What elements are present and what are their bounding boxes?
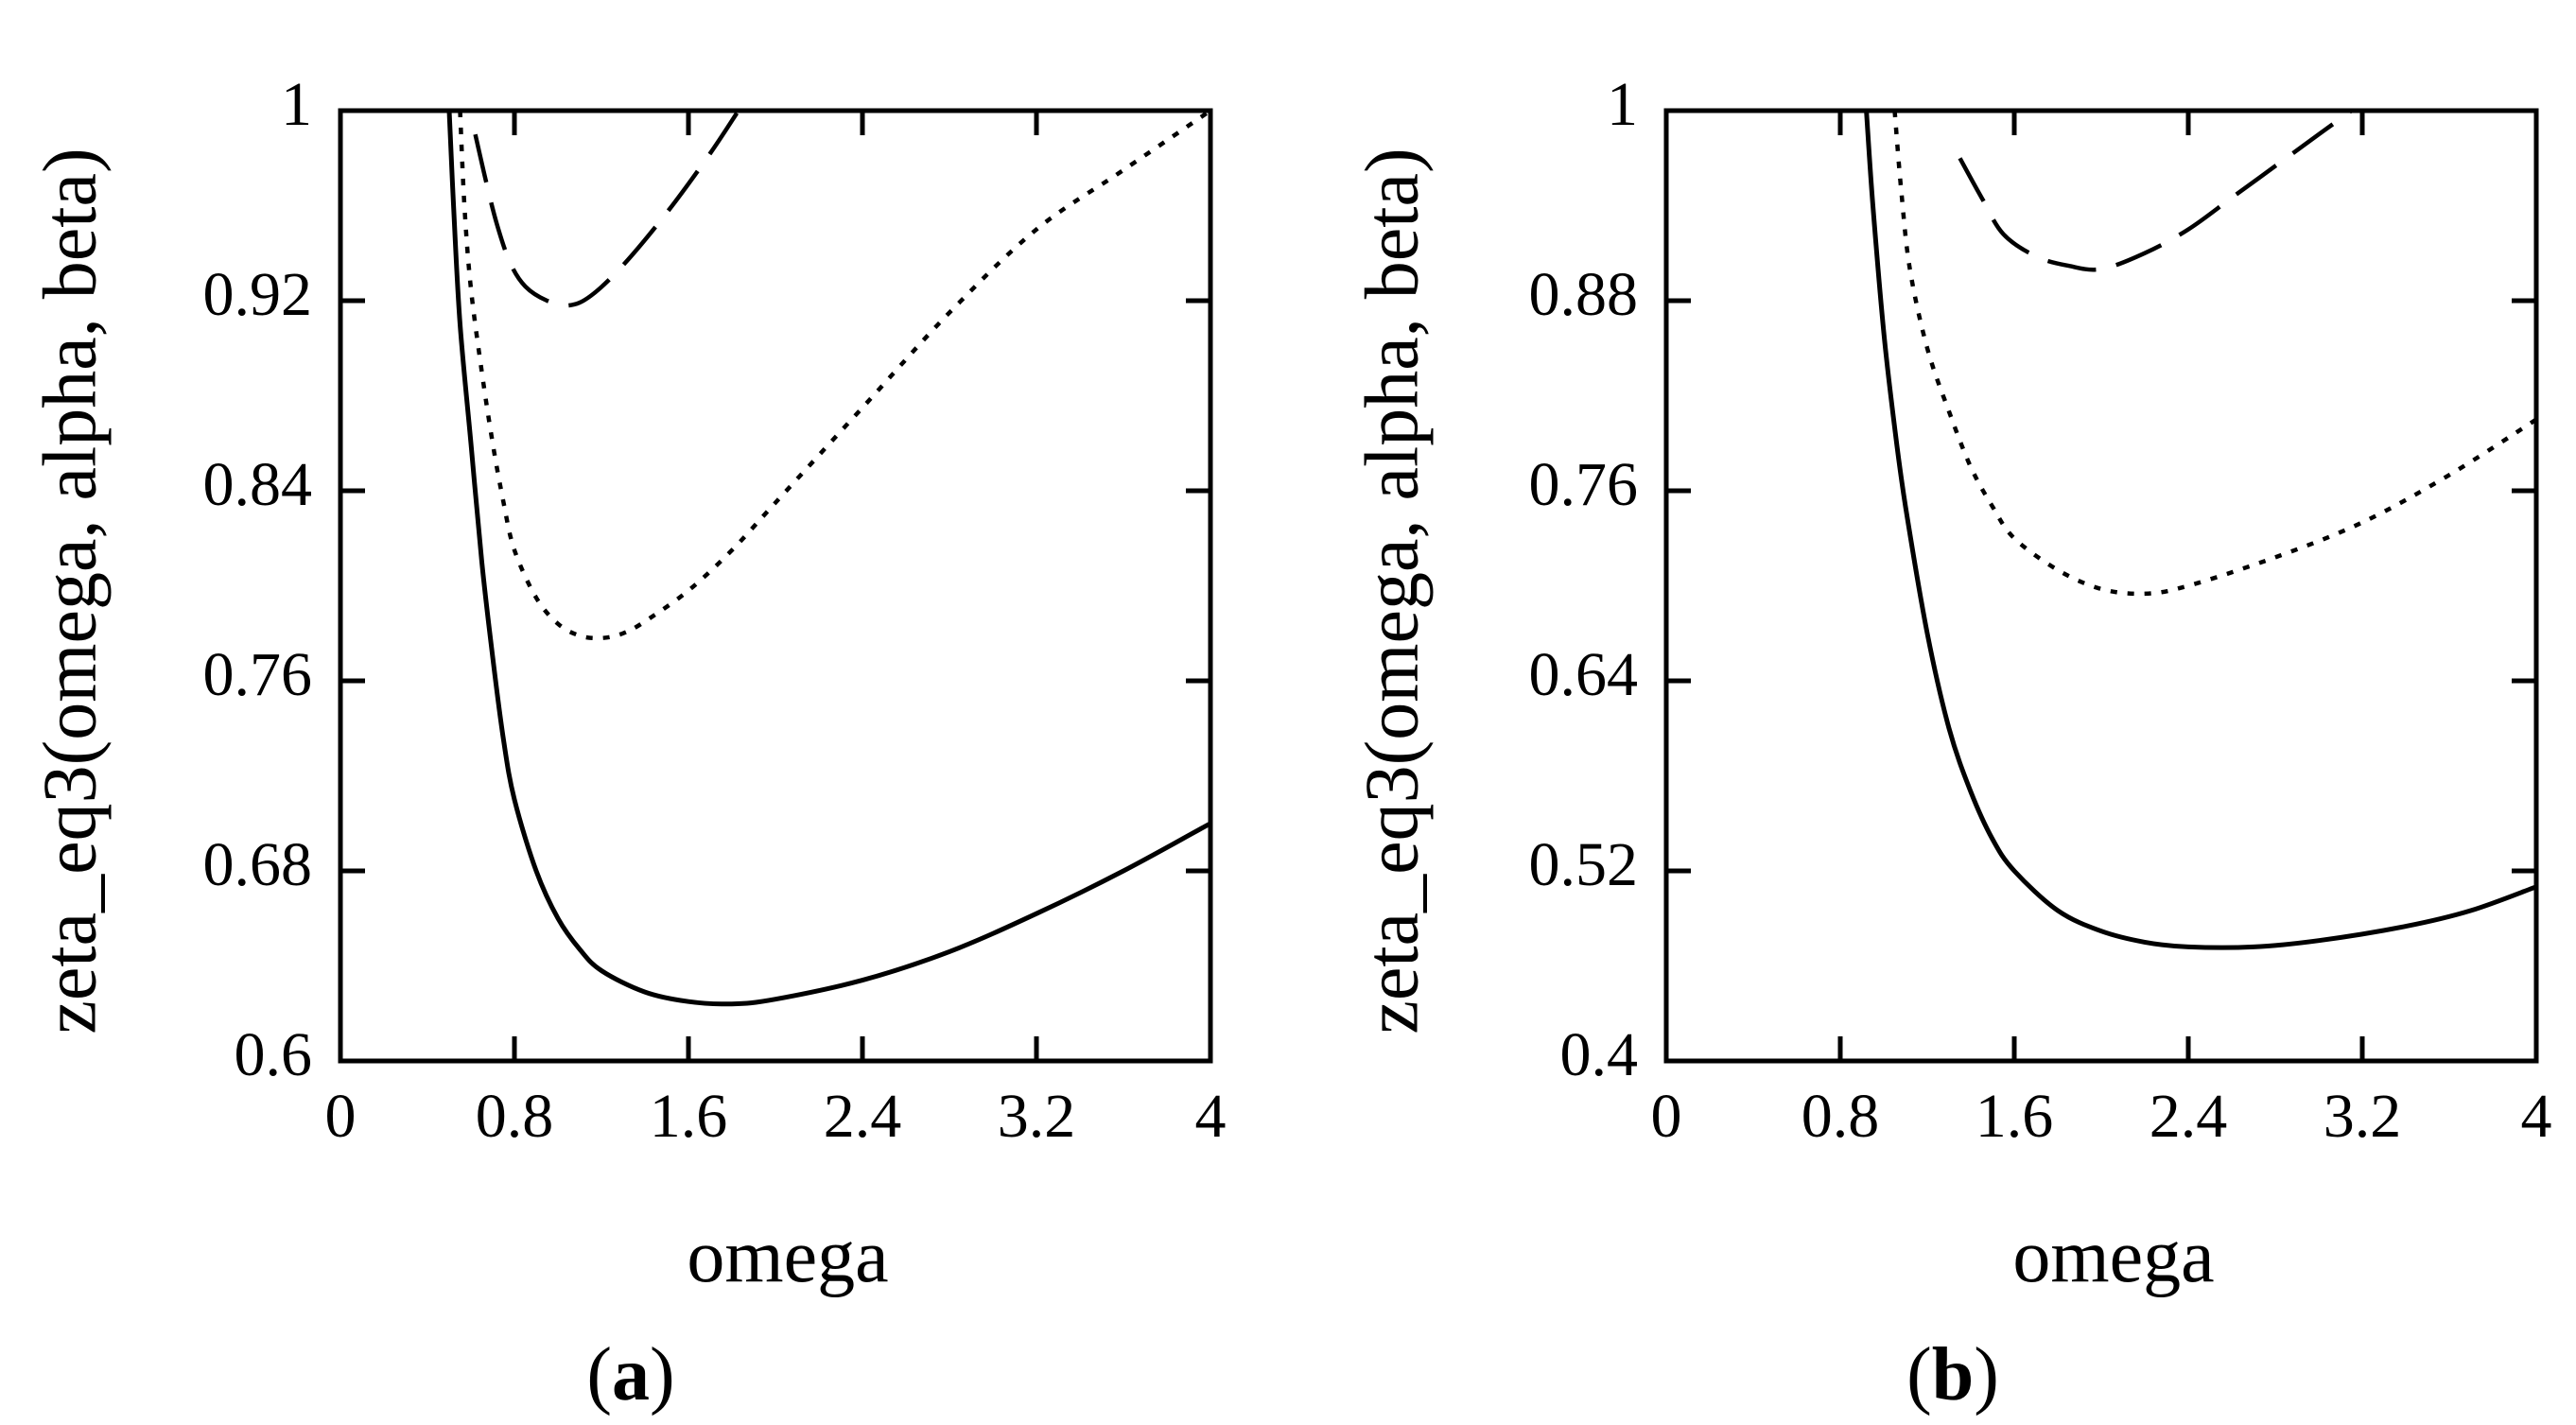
y-axis-title-a: zeta_eq3(omega, alpha, beta)	[28, 148, 112, 1034]
x-axis-title-a: omega	[687, 1215, 888, 1298]
series-line-a-dashed	[473, 109, 740, 308]
ytick-labels-b: 0.4 0.52 0.64 0.76 0.88 1	[1529, 70, 1639, 1089]
ytick-label-a-3: 0.84	[203, 450, 313, 519]
y-axis-title-b: zeta_eq3(omega, alpha, beta)	[1350, 148, 1434, 1034]
xtick-label-b-0: 0	[1651, 1082, 1682, 1151]
xtick-label-a-0: 0	[325, 1082, 357, 1151]
xtick-label-b-1: 0.8	[1801, 1082, 1880, 1151]
ytick-label-b-5: 1	[1607, 70, 1638, 139]
xtick-label-b-2: 1.6	[1976, 1082, 2054, 1151]
xtick-label-a-4: 3.2	[998, 1082, 1076, 1151]
series-line-b-dashed	[1958, 109, 2353, 272]
plot-frame-a	[338, 108, 1213, 1064]
ytick-label-b-1: 0.52	[1529, 830, 1639, 899]
series-b	[1864, 109, 2538, 950]
x-axis-title-b: omega	[2012, 1215, 2214, 1298]
xtick-labels-a: 0 0.8 1.6 2.4 3.2 4	[325, 1082, 1227, 1151]
ytick-label-a-4: 0.92	[203, 260, 313, 329]
series-line-b-dotted	[1892, 110, 2538, 597]
ytick-label-a-1: 0.68	[203, 830, 313, 899]
panel-b: 0.4 0.52 0.64 0.76 0.88 1 0 0.8 1.6 2.4 3.2 4 zeta…	[1350, 70, 2551, 1416]
xtick-label-a-5: 4	[1195, 1082, 1227, 1151]
series-a	[446, 109, 1212, 1007]
ytick-labels-a: 0.6 0.68 0.76 0.84 0.92 1	[203, 70, 313, 1089]
xtick-label-a-2: 1.6	[650, 1082, 728, 1151]
series-line-b-solid	[1864, 110, 2537, 950]
ytick-label-b-2: 0.64	[1529, 640, 1639, 709]
xtick-label-a-3: 2.4	[824, 1082, 902, 1151]
ytick-label-b-0: 0.4	[1560, 1020, 1639, 1089]
ticks-b	[1663, 108, 2539, 1064]
xtick-label-a-1: 0.8	[476, 1082, 554, 1151]
xtick-label-b-5: 4	[2521, 1082, 2552, 1151]
ytick-label-a-0: 0.6	[235, 1020, 313, 1089]
panel-label-a: (a)	[586, 1333, 674, 1416]
ytick-label-a-2: 0.76	[203, 640, 313, 709]
ytick-label-b-3: 0.76	[1529, 450, 1639, 519]
xtick-label-b-4: 3.2	[2324, 1082, 2402, 1151]
panel-a: 0.6 0.68 0.76 0.84 0.92 1 0 0.8 1.6 2.4 3.2 4 zeta…	[28, 70, 1226, 1416]
ytick-label-a-5: 1	[281, 70, 312, 139]
ticks-a	[338, 108, 1213, 1064]
panel-label-b: (b)	[1906, 1333, 1999, 1416]
series-line-a-solid	[446, 110, 1212, 1007]
xtick-label-b-3: 2.4	[2150, 1082, 2228, 1151]
ytick-label-b-4: 0.88	[1529, 260, 1639, 329]
plot-frame-b	[1663, 108, 2539, 1064]
xtick-labels-b: 0 0.8 1.6 2.4 3.2 4	[1651, 1082, 2552, 1151]
